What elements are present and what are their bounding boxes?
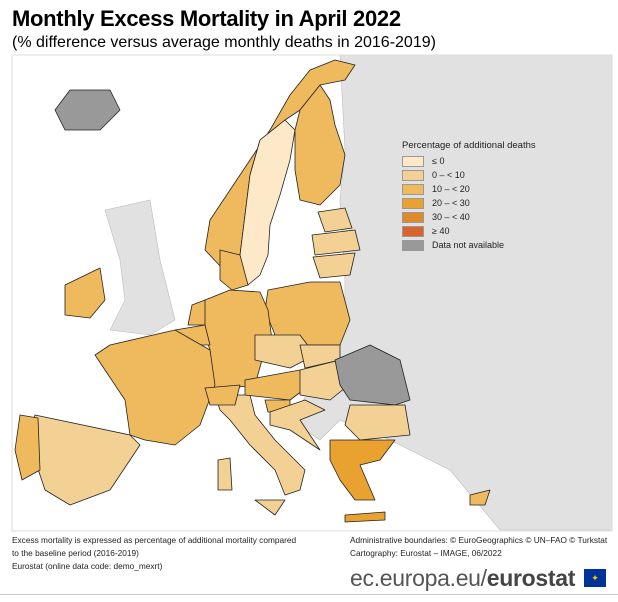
divider — [0, 594, 618, 595]
legend-swatch — [402, 169, 424, 181]
country-romania — [334, 344, 411, 406]
country-italy — [217, 457, 233, 491]
country-ireland — [64, 267, 106, 319]
legend-item: 10 – < 20 — [402, 182, 536, 196]
source-note: Eurostat (online data code: demo_mexrt) — [12, 561, 163, 571]
legend-label: 10 – < 20 — [432, 184, 470, 194]
country-sweden — [239, 119, 296, 286]
legend-label: 20 – < 30 — [432, 198, 470, 208]
legend-swatch — [402, 225, 424, 237]
credits: Administrative boundaries: © EuroGeograp… — [350, 534, 607, 560]
legend-item: 30 – < 40 — [402, 210, 536, 224]
country-greece — [329, 439, 396, 501]
legend-title: Percentage of additional deaths — [402, 140, 536, 151]
footnote-line: Excess mortality is expressed as percent… — [12, 535, 297, 545]
eu-flag-icon: ✦ — [584, 569, 606, 587]
country-italy — [214, 394, 306, 496]
legend-item: ≥ 40 — [402, 224, 536, 238]
legend-swatch — [402, 183, 424, 195]
country-latvia — [311, 229, 361, 256]
legend-item: 0 – < 10 — [402, 168, 536, 182]
country-switzerland — [204, 384, 241, 406]
chart-title: Monthly Excess Mortality in April 2022 — [12, 6, 401, 31]
country-croatia — [269, 399, 326, 451]
legend-item: 20 – < 30 — [402, 196, 536, 210]
country-czechia — [254, 334, 316, 369]
legend-label: Data not available — [432, 240, 505, 250]
country-denmark — [219, 249, 249, 291]
eurostat-link[interactable]: ec.europa.eu/eurostat — [350, 565, 575, 592]
country-lithuania — [312, 252, 356, 279]
footnote-line: to the baseline period (2016-2019) — [12, 548, 139, 558]
legend-swatch — [402, 197, 424, 209]
country-bulgaria — [344, 404, 411, 441]
brand-prefix: ec.europa.eu/ — [350, 565, 487, 591]
brand-name: eurostat — [486, 565, 576, 591]
legend-label: ≤ 0 — [432, 156, 445, 166]
legend: Percentage of additional deaths ≤ 0 0 – <… — [402, 140, 536, 252]
united-kingdom — [104, 199, 176, 336]
legend-swatch — [402, 239, 424, 251]
legend-item: Data not available — [402, 238, 536, 252]
country-greece — [344, 511, 386, 523]
legend-label: 30 – < 40 — [432, 212, 470, 222]
cartography-credit: Cartography: Eurostat – IMAGE, 06/2022 — [350, 548, 502, 558]
country-iceland — [54, 89, 121, 131]
country-france — [94, 329, 216, 446]
footnote: Excess mortality is expressed as percent… — [12, 534, 296, 573]
country-cyprus — [469, 489, 491, 506]
country-portugal — [14, 414, 41, 481]
legend-label: 0 – < 10 — [432, 170, 465, 180]
legend-item: ≤ 0 — [402, 154, 536, 168]
legend-swatch — [402, 211, 424, 223]
country-italy — [254, 499, 286, 516]
map-frame — [11, 54, 613, 532]
chart-subtitle: (% difference versus average monthly dea… — [12, 34, 436, 51]
country-estonia — [317, 207, 353, 233]
boundaries-credit: Administrative boundaries: © EuroGeograp… — [350, 535, 608, 545]
country-finland — [294, 84, 346, 206]
legend-label: ≥ 40 — [432, 226, 450, 236]
legend-swatch — [402, 155, 424, 167]
